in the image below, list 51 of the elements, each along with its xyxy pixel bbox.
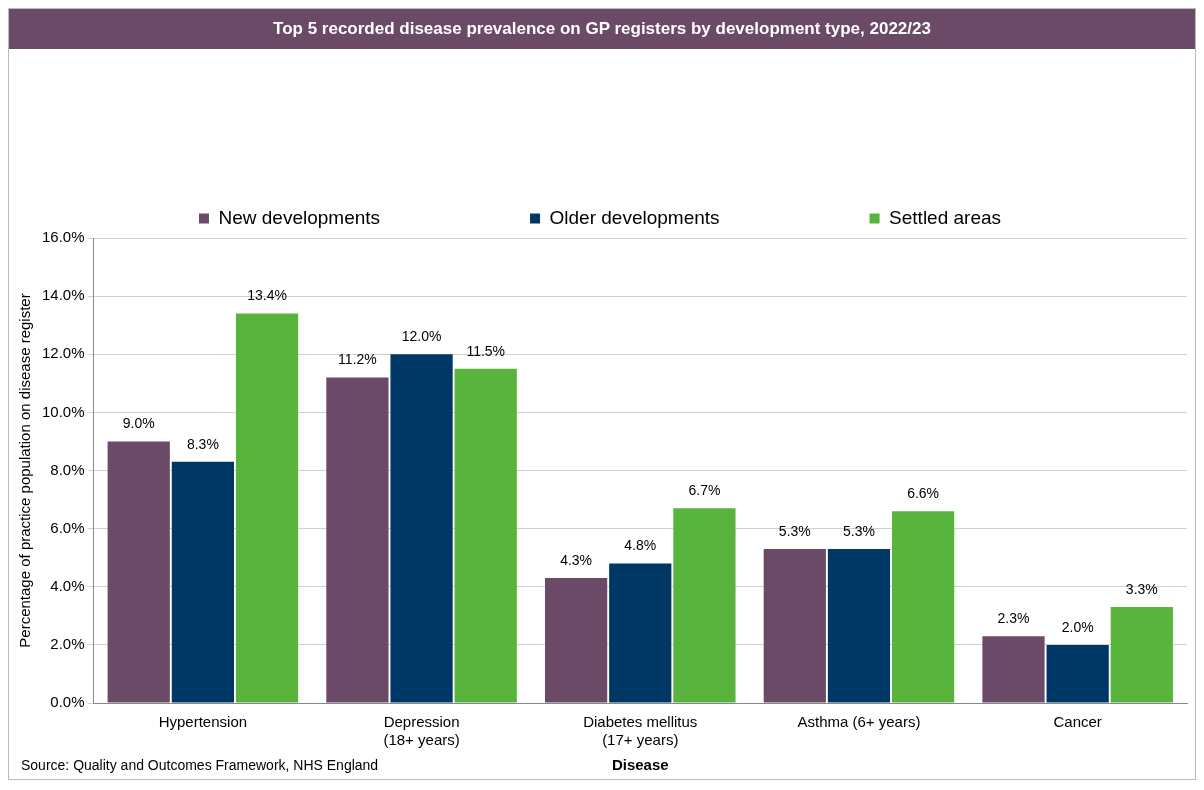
y-tick-label: 8.0%	[50, 460, 85, 478]
data-label: 12.0%	[401, 328, 442, 345]
data-label: 2.0%	[1061, 618, 1094, 635]
data-label: 5.3%	[843, 522, 875, 539]
bar	[171, 461, 234, 703]
bar	[235, 313, 299, 703]
data-label: 11.5%	[466, 342, 506, 359]
y-axis-title: Percentage of practice population on disease register	[16, 293, 34, 648]
data-label: 4.3%	[560, 551, 593, 568]
y-tick-label: 16.0%	[41, 228, 85, 246]
data-label: 13.4%	[247, 287, 287, 304]
bar	[326, 377, 389, 703]
bar	[609, 563, 672, 703]
x-tick-label: Diabetes mellitus (17+ years)	[583, 713, 698, 749]
bar	[107, 441, 170, 703]
legend-label: Older developments	[549, 206, 720, 228]
bar	[827, 548, 891, 703]
y-tick-label: 2.0%	[50, 635, 85, 653]
data-label: 11.2%	[338, 351, 377, 368]
x-tick-label: Depression (18+ years)	[383, 713, 460, 749]
bar	[454, 368, 517, 703]
chart-title: Top 5 recorded disease prevalence on GP registers by development type, 2022/23	[9, 9, 1195, 49]
data-label: 4.8%	[624, 537, 657, 554]
y-tick-label: 14.0%	[41, 286, 85, 304]
x-tick-label: Hypertension	[158, 713, 248, 731]
bar	[1110, 607, 1173, 703]
data-label: 8.3%	[186, 435, 219, 452]
bar	[545, 578, 608, 703]
data-label: 9.0%	[122, 415, 155, 432]
x-tick-label: Cancer	[1053, 713, 1102, 731]
y-tick-label: 0.0%	[50, 693, 85, 711]
bar	[982, 636, 1045, 703]
y-tick-label: 12.0%	[41, 344, 85, 362]
x-tick-label: Asthma (6+ years)	[797, 713, 921, 731]
data-label: 6.6%	[907, 485, 940, 502]
bar	[763, 548, 826, 703]
data-label: 6.7%	[688, 482, 721, 499]
x-axis-title: Disease	[611, 756, 669, 774]
data-label: 2.3%	[997, 610, 1030, 627]
source-note: Source: Quality and Outcomes Framework, NHS England	[21, 756, 379, 773]
data-label: 3.3%	[1125, 580, 1158, 597]
bar	[390, 354, 453, 703]
legend-label: New developments	[218, 206, 381, 228]
bar	[892, 511, 955, 703]
data-label: 5.3%	[778, 522, 811, 539]
legend-label: Settled areas	[889, 206, 1002, 228]
y-tick-label: 4.0%	[50, 576, 85, 594]
y-tick-label: 10.0%	[41, 402, 85, 420]
y-tick-label: 6.0%	[50, 518, 85, 536]
bar	[673, 508, 736, 703]
bar	[1046, 644, 1109, 703]
